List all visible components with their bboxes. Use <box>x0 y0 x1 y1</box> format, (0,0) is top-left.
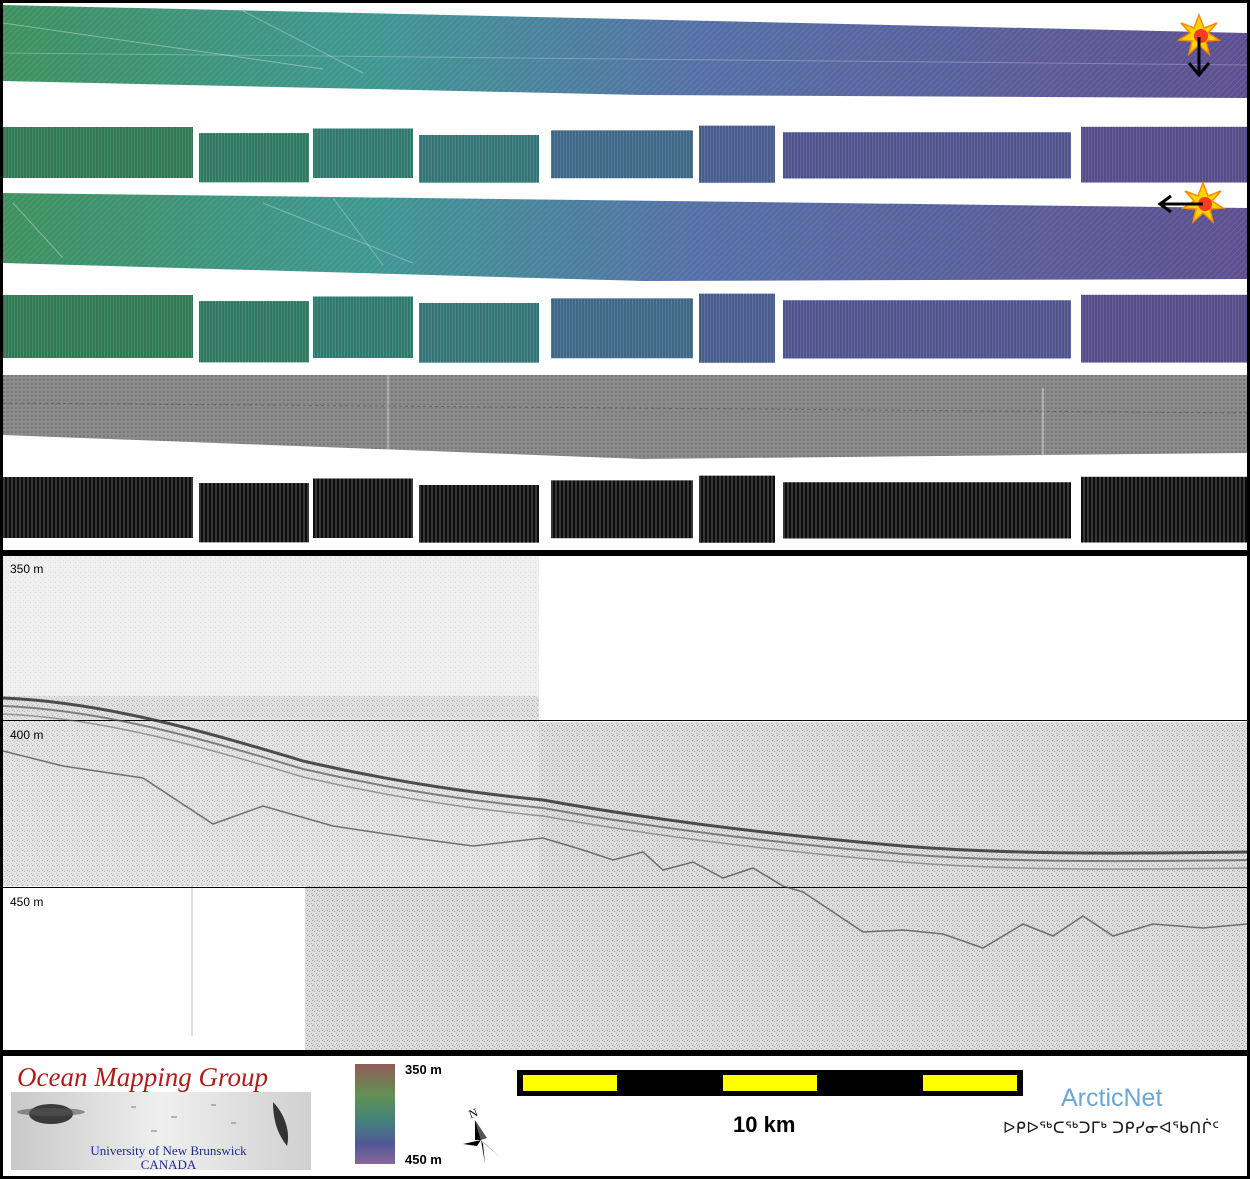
bathymetry-strip-4 <box>3 293 1247 363</box>
strip2-texture <box>783 132 1071 179</box>
strip6-segment <box>551 480 693 539</box>
partner-syllabics: ᐅᑭᐅᖅᑕᖅᑐᒥᒃ ᑐᑭᓯᓂᐊᖃᑎᒌᑦ <box>1003 1120 1220 1137</box>
strip4-texture <box>3 295 193 358</box>
depth-colorbar <box>355 1064 395 1164</box>
swath-strips-panel <box>3 3 1247 550</box>
strip2-texture <box>313 128 413 179</box>
bathymetry-strip-3 <box>3 193 1247 281</box>
university-line-2: CANADA <box>140 1157 197 1172</box>
swath-strips <box>3 5 1247 543</box>
strip2-texture <box>199 133 309 183</box>
north-arrow-icon: N <box>463 1105 501 1164</box>
subbottom-profile-panel: 350 m 400 m 450 m <box>3 556 1247 1050</box>
depth-label-400: 400 m <box>10 728 44 742</box>
strip6-segment <box>313 478 413 539</box>
backscatter-strip <box>3 375 1247 459</box>
bathymetry-strip-1 <box>3 5 1247 98</box>
partner-logo-text: ArcticNet <box>1061 1084 1163 1112</box>
colorbar-top-label: 350 m <box>405 1062 442 1077</box>
university-line-1: University of New Brunswick <box>90 1143 247 1158</box>
strip4-texture <box>419 302 539 363</box>
north-label: N <box>467 1105 480 1121</box>
strip6-segment <box>699 475 775 543</box>
bathymetry-strip-2 <box>3 125 1247 183</box>
scale-bar <box>517 1070 1023 1096</box>
strip2-texture <box>699 125 775 183</box>
university-name: University of New Brunswick CANADA <box>76 1144 261 1172</box>
subbottom-profile <box>3 556 1247 1050</box>
strip6-segment <box>199 483 309 543</box>
depth-label-350: 350 m <box>10 562 44 576</box>
arrow-down-icon <box>1187 37 1211 78</box>
strip4-texture <box>699 293 775 363</box>
strip2-texture <box>551 130 693 179</box>
backscatter-strip-fragmented <box>3 475 1247 543</box>
organization-name: Ocean Mapping Group <box>17 1062 268 1092</box>
strip6-segment <box>419 484 539 543</box>
scale-label: 10 km <box>733 1112 796 1137</box>
arrow-left-icon <box>1157 194 1203 214</box>
strip2-texture <box>419 134 539 183</box>
strip2-texture <box>3 127 193 178</box>
strip6-segment <box>783 482 1071 539</box>
strip2-texture <box>1081 126 1247 183</box>
strip6-segment <box>1081 476 1247 543</box>
legend-panel: Ocean Mapping Group University of New Br… <box>3 1056 1247 1176</box>
strip4-texture <box>783 300 1071 359</box>
strip4-texture <box>199 301 309 363</box>
strip6-segment <box>3 477 193 538</box>
ocean-mapping-group-logo <box>11 1092 311 1170</box>
strip4-texture <box>1081 294 1247 363</box>
colorbar-bottom-label: 450 m <box>405 1152 442 1167</box>
depth-label-450: 450 m <box>10 895 44 909</box>
strip4-texture <box>313 296 413 359</box>
strip4-texture <box>551 298 693 359</box>
